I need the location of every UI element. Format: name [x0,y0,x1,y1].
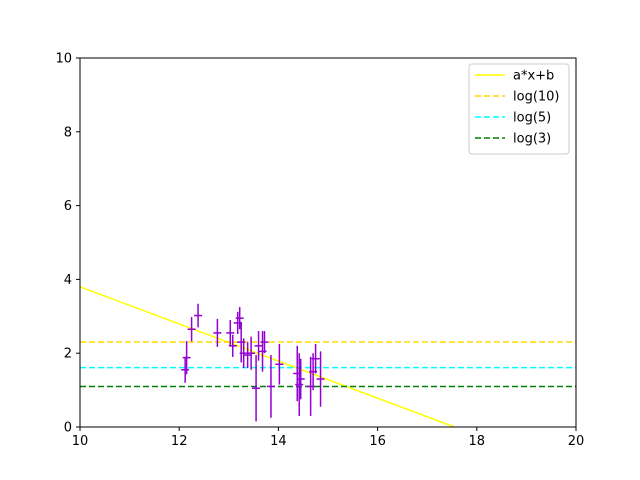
x-tick-label: 20 [568,434,585,449]
fit-line [80,286,455,427]
data-point-8 [235,307,244,330]
y-tick-label: 4 [64,273,72,288]
data-point-4 [213,318,222,347]
data-point-16 [260,331,269,354]
x-tick-label: 10 [72,434,89,449]
plot-area [80,286,576,427]
legend: a*x+b log(10) log(5) log(3) [468,63,570,155]
data-point-10 [239,338,248,368]
legend-label: a*x+b [513,69,554,84]
data-point-2 [187,317,196,342]
data-point-3 [194,303,203,328]
legend-box [468,63,570,155]
data-point-0 [181,356,190,383]
data-point-6 [228,334,237,357]
y-tick-label: 0 [64,421,72,436]
data-point-24 [311,343,320,374]
legend-label: log(5) [513,111,551,126]
data-point-1 [182,341,191,375]
y-tick-label: 8 [64,125,72,140]
data-point-11 [243,342,252,368]
data-point-20 [295,353,304,416]
x-tick-label: 18 [469,434,486,449]
data-point-5 [226,319,235,346]
axes-frame [79,57,577,428]
data-point-13 [252,355,261,422]
data-point-21 [296,358,305,400]
x-tick-label: 16 [369,434,386,449]
x-axis: 10 12 14 16 18 20 [72,427,585,449]
y-tick-label: 10 [55,52,72,67]
x-tick-label: 12 [171,434,188,449]
y-axis: 0 2 4 6 8 10 [55,52,80,436]
data-point-14 [254,331,263,361]
data-point-12 [247,336,256,370]
y-tick-label: 2 [64,347,72,362]
x-tick-label: 14 [270,434,287,449]
data-point-18 [275,343,284,385]
legend-label: log(3) [513,132,551,147]
legend-label: log(10) [513,90,560,105]
y-tick-label: 6 [64,199,72,214]
data-point-25 [316,351,325,407]
data-point-17 [266,355,275,418]
